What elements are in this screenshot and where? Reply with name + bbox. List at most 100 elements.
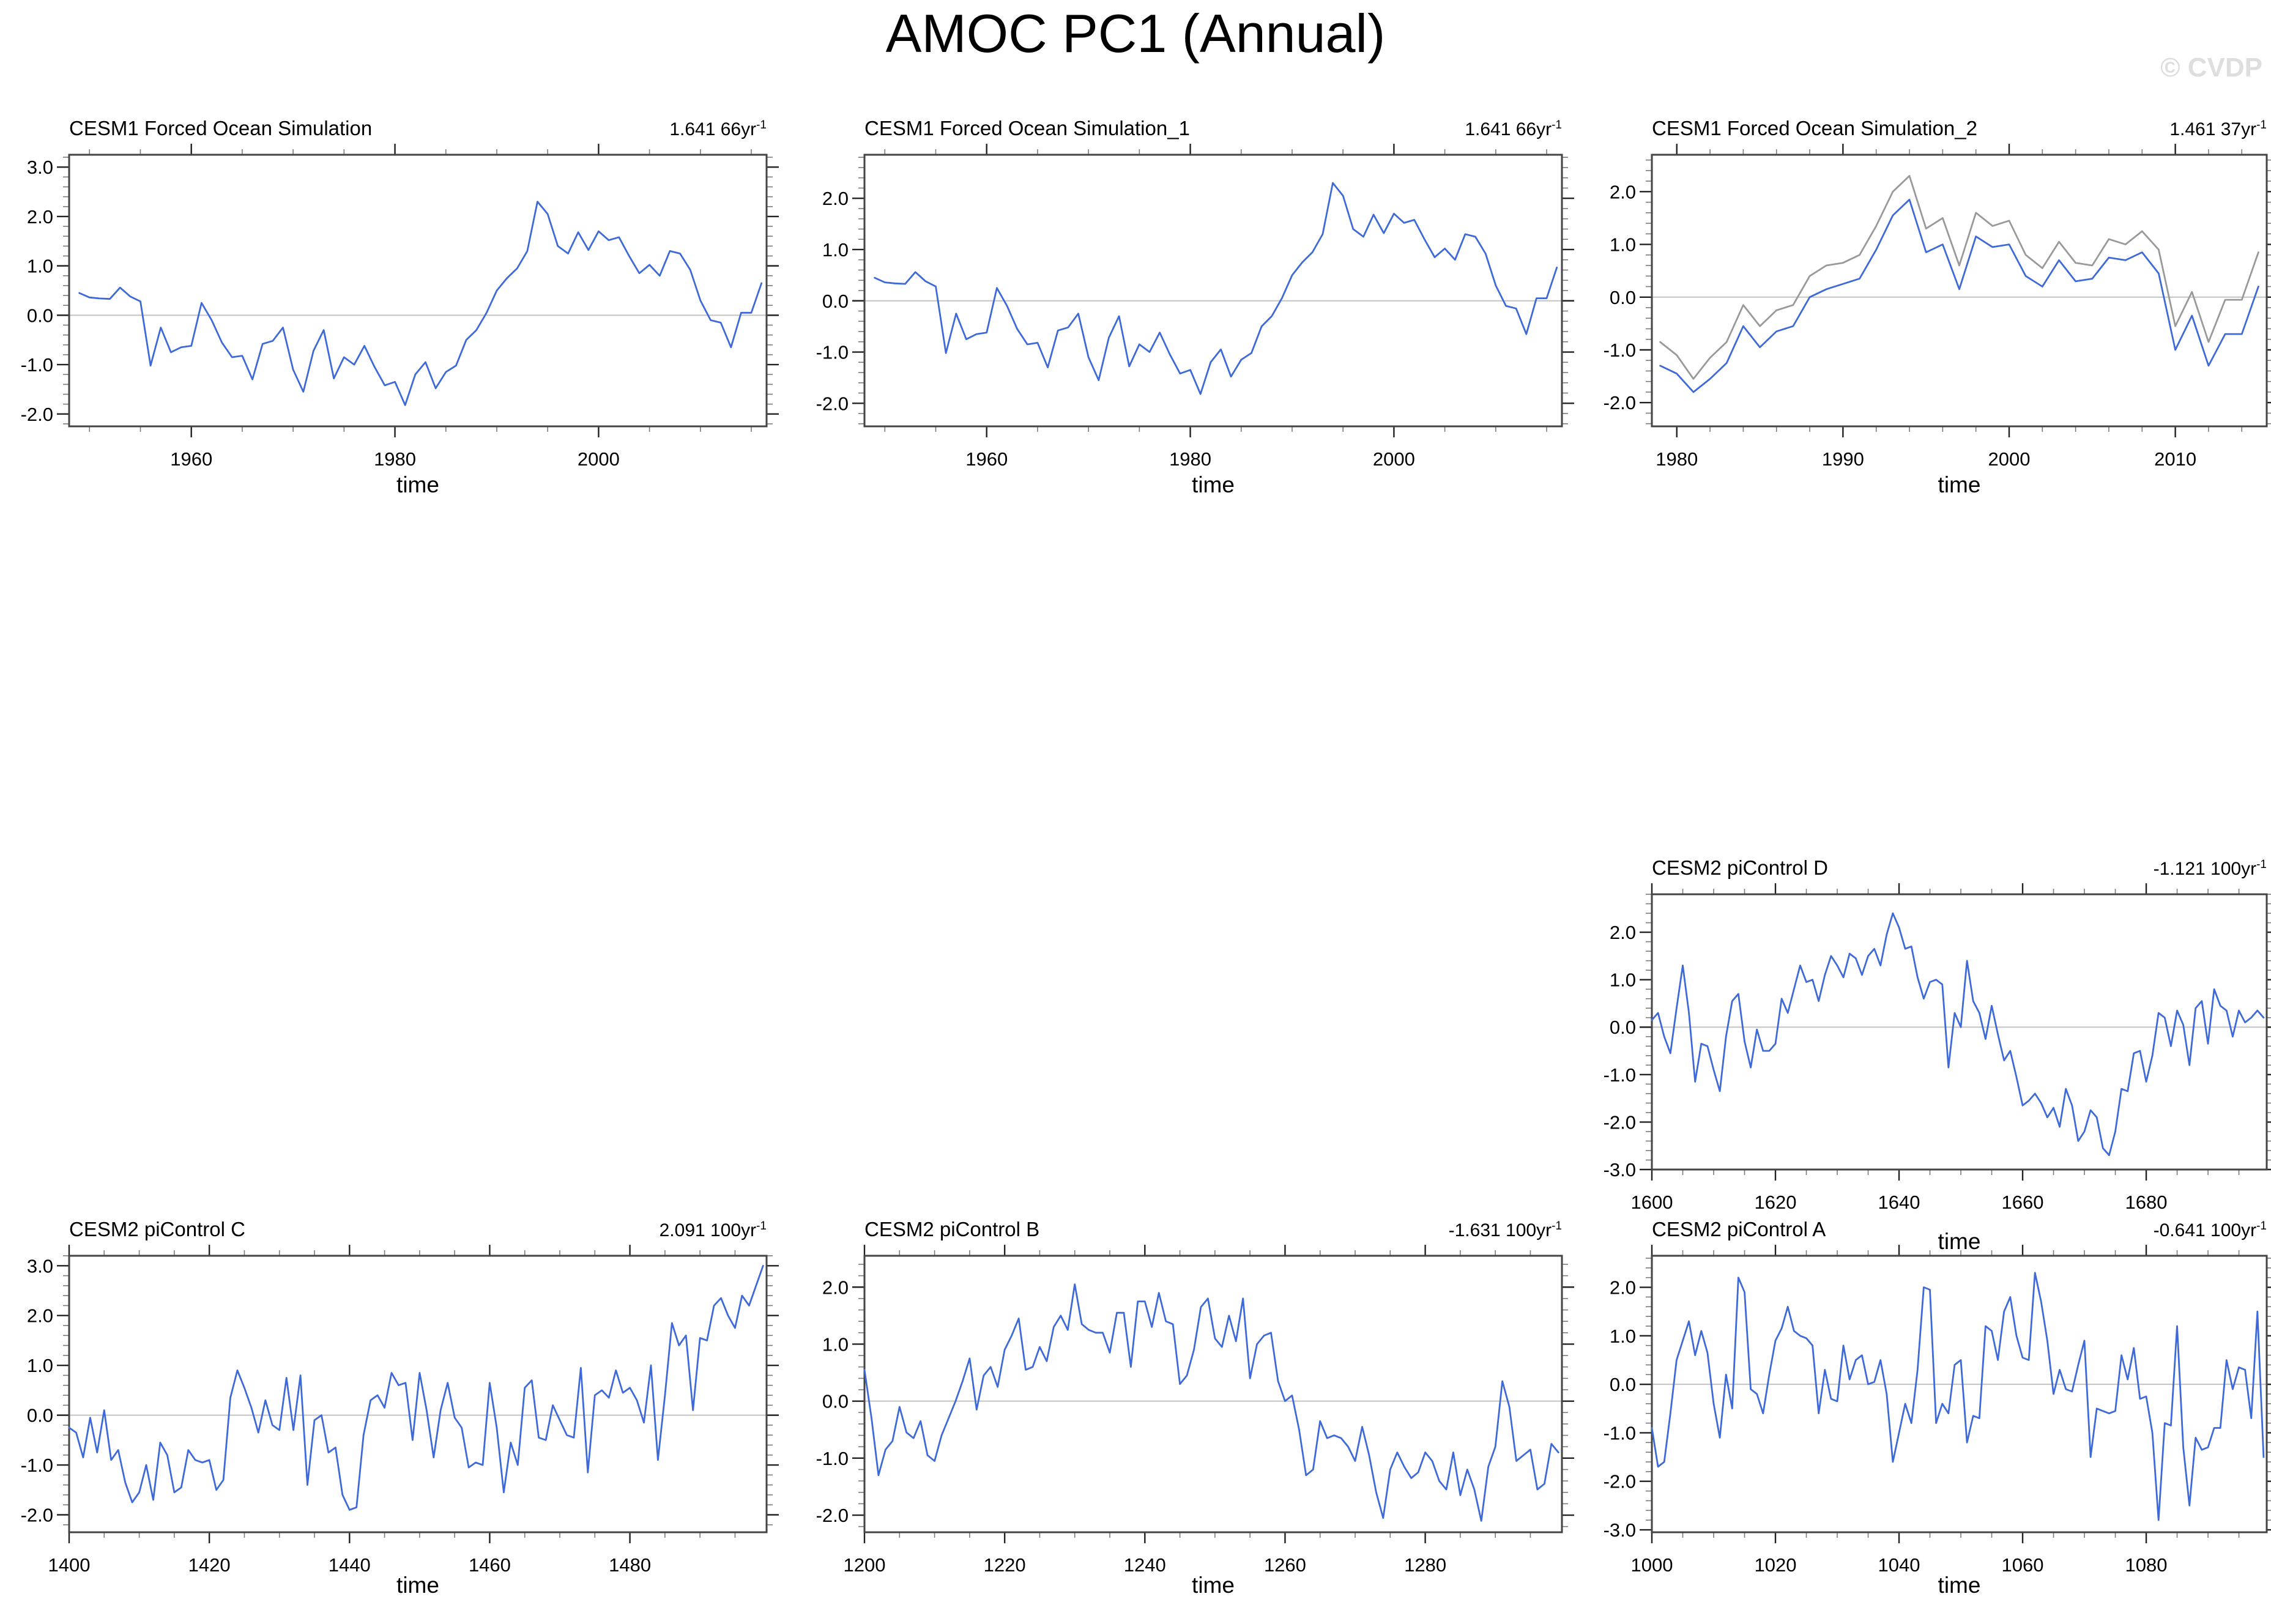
x-axis-title: time (1192, 472, 1235, 497)
y-tick-label: 1.0 (1610, 234, 1636, 256)
x-tick-label: 2000 (1373, 448, 1415, 470)
y-tick-label: -2.0 (1604, 392, 1636, 413)
y-tick-label: -1.0 (21, 354, 53, 376)
panel-title: CESM2 piControl D (1652, 856, 1828, 879)
x-tick-label: 1980 (1169, 448, 1211, 470)
panel-trend-stat: -0.641 100yr-1 (2153, 1220, 2267, 1240)
x-axis-title: time (1938, 1573, 1981, 1598)
y-tick-label: -3.0 (1604, 1519, 1636, 1541)
series-line (1651, 1272, 2265, 1521)
y-tick-label: -3.0 (1604, 1159, 1636, 1181)
panel-title: CESM2 piControl C (69, 1218, 245, 1240)
panel-trend-stat: -1.121 100yr-1 (2153, 858, 2267, 879)
x-tick-label: 1240 (1124, 1554, 1166, 1576)
series-line (874, 182, 1558, 395)
x-tick-label: 1600 (1631, 1192, 1673, 1213)
x-tick-label: 1480 (609, 1554, 651, 1576)
y-tick-label: 2.0 (27, 206, 53, 228)
series-line (78, 201, 763, 406)
timeseries-plot: 1600 1620 1640 1660 1680 2.0 1.0 0.0 -1.0 -2.0 -3.… (1604, 883, 2271, 1254)
x-tick-label: 1040 (1878, 1554, 1920, 1576)
timeseries-plot: 1980 1990 2000 2010 2.0 1.0 0.0 -1.0 -2.0 time (1604, 144, 2271, 497)
timeseries-plot: 1200 1220 1240 1260 1280 2.0 1.0 0.0 -1.0 -2.0 tim… (816, 1245, 1574, 1598)
panel-header: CESM1 Forced Ocean Simulation_2 1.461 37… (1652, 117, 2267, 140)
figure-title: AMOC PC1 (Annual) (885, 3, 1386, 64)
y-tick-label: 0.0 (27, 305, 53, 326)
x-axis-title: time (396, 1573, 439, 1598)
timeseries-plot: 1960 1980 2000 3.0 2.0 1.0 0.0 -1.0 -2.0 time (21, 144, 779, 497)
x-tick-label: 1440 (329, 1554, 371, 1576)
y-tick-label: -2.0 (21, 1504, 53, 1526)
x-tick-label: 1980 (1656, 448, 1698, 470)
y-tick-label: 2.0 (1610, 181, 1636, 202)
y-tick-label: 1.0 (1610, 1326, 1636, 1347)
y-tick-label: 2.0 (822, 188, 849, 209)
x-tick-label: 1000 (1631, 1554, 1673, 1576)
y-tick-label: 0.0 (1610, 1374, 1636, 1395)
x-tick-label: 1060 (2002, 1554, 2044, 1576)
panel-trend-stat: 1.641 66yr-1 (1465, 119, 1562, 139)
panel-header: CESM2 piControl B -1.631 100yr-1 (864, 1218, 1562, 1241)
series-line (863, 1283, 1559, 1522)
timeseries-plot: 1400 1420 1440 1460 1480 3.0 2.0 1.0 0.0 -1.0 -2.0… (21, 1245, 779, 1598)
series-line (1659, 198, 2259, 393)
y-tick-label: 3.0 (27, 157, 53, 178)
cvdp-watermark: © CVDP (2160, 53, 2262, 83)
y-tick-label: -1.0 (1604, 339, 1636, 361)
y-tick-label: -1.0 (1604, 1422, 1636, 1444)
y-tick-label: 0.0 (27, 1405, 53, 1426)
x-tick-label: 1640 (1878, 1192, 1920, 1213)
y-tick-label: -2.0 (816, 1505, 849, 1526)
y-tick-label: -2.0 (21, 404, 53, 425)
panel-header: CESM2 piControl D -1.121 100yr-1 (1652, 856, 2267, 880)
y-tick-label: 0.0 (822, 1391, 849, 1412)
series-line (68, 1264, 764, 1511)
panel-trend-stat: 1.461 37yr-1 (2169, 119, 2267, 139)
panel-title: CESM1 Forced Ocean Simulation (69, 117, 373, 139)
y-tick-label: 0.0 (1610, 1017, 1636, 1038)
panel-trend-stat: -1.631 100yr-1 (1448, 1220, 1562, 1240)
x-tick-label: 1080 (2125, 1554, 2168, 1576)
y-tick-label: 2.0 (822, 1277, 849, 1298)
y-tick-label: 1.0 (1610, 970, 1636, 991)
panel-header: CESM2 piControl A -0.641 100yr-1 (1652, 1218, 2267, 1241)
y-tick-label: 2.0 (27, 1305, 53, 1327)
y-tick-label: 2.0 (1610, 1277, 1636, 1299)
x-tick-label: 2010 (2154, 448, 2196, 470)
x-tick-label: 1400 (48, 1554, 91, 1576)
x-tick-label: 1260 (1264, 1554, 1306, 1576)
x-tick-label: 1980 (374, 448, 416, 470)
panel-header: CESM2 piControl C 2.091 100yr-1 (69, 1218, 767, 1241)
y-tick-label: 2.0 (1610, 922, 1636, 943)
panel-title: CESM1 Forced Ocean Simulation_2 (1652, 117, 1977, 139)
y-tick-label: 1.0 (27, 256, 53, 277)
y-tick-label: -2.0 (816, 393, 849, 414)
x-tick-label: 1960 (170, 448, 212, 470)
x-tick-label: 1420 (188, 1554, 231, 1576)
y-tick-label: 3.0 (27, 1255, 53, 1277)
x-axis-title: time (1938, 472, 1981, 497)
y-tick-label: -1.0 (1604, 1064, 1636, 1086)
series-line (1651, 912, 2265, 1157)
x-axis-title: time (1192, 1573, 1235, 1598)
x-tick-label: 1200 (844, 1554, 886, 1576)
x-tick-label: 1960 (965, 448, 1008, 470)
x-tick-label: 1220 (984, 1554, 1026, 1576)
x-tick-label: 2000 (1988, 448, 2031, 470)
y-tick-label: 1.0 (27, 1355, 53, 1376)
series-line (1659, 175, 2259, 380)
y-tick-label: 0.0 (1610, 287, 1636, 308)
x-tick-label: 1660 (2002, 1192, 2044, 1213)
y-tick-label: 1.0 (822, 1333, 849, 1355)
x-tick-label: 1990 (1822, 448, 1864, 470)
y-tick-label: -1.0 (816, 342, 849, 363)
y-tick-label: -1.0 (816, 1448, 849, 1469)
timeseries-plot: 1000 1020 1040 1060 1080 2.0 1.0 0.0 -1.0 -2.0 -3.… (1604, 1245, 2271, 1598)
panel-title: CESM1 Forced Ocean Simulation_1 (864, 117, 1190, 139)
y-tick-label: -2.0 (1604, 1111, 1636, 1133)
panel-header: CESM1 Forced Ocean Simulation 1.641 66yr… (69, 117, 767, 140)
x-axis-title: time (396, 472, 439, 497)
y-tick-label: 0.0 (822, 291, 849, 312)
y-tick-label: -2.0 (1604, 1471, 1636, 1492)
timeseries-plot: 1960 1980 2000 2.0 1.0 0.0 -1.0 -2.0 time (816, 144, 1574, 497)
